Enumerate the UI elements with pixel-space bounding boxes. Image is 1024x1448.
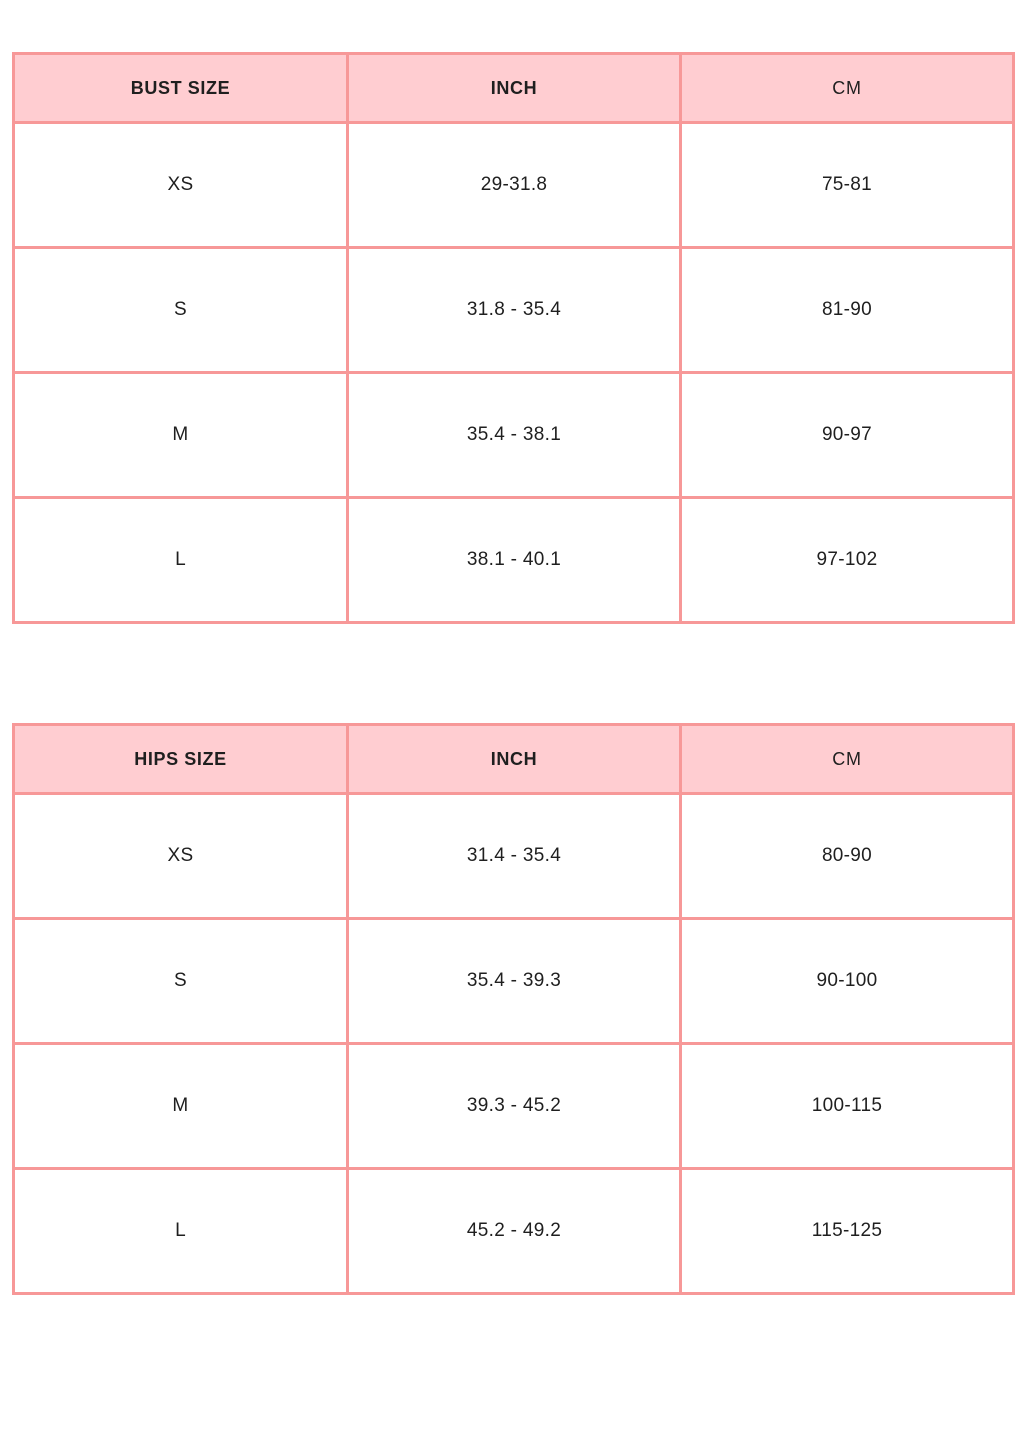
bust-header-row: BUST SIZE INCH CM: [12, 52, 1015, 124]
size-label: XS: [12, 792, 349, 920]
table-row: M 39.3 - 45.2 100-115: [12, 1042, 1015, 1170]
bust-size-table: BUST SIZE INCH CM XS 29-31.8 75-81 S 31.…: [12, 52, 1015, 624]
inch-value: 31.8 - 35.4: [346, 246, 682, 374]
cm-value: 90-100: [679, 917, 1015, 1045]
inch-value: 38.1 - 40.1: [346, 496, 682, 624]
size-label: M: [12, 371, 349, 499]
size-label: L: [12, 496, 349, 624]
hips-header-cm: CM: [679, 723, 1015, 795]
table-row: XS 29-31.8 75-81: [12, 121, 1015, 249]
inch-value: 45.2 - 49.2: [346, 1167, 682, 1295]
hips-header-row: HIPS SIZE INCH CM: [12, 723, 1015, 795]
cm-value: 90-97: [679, 371, 1015, 499]
cm-value: 81-90: [679, 246, 1015, 374]
size-label: M: [12, 1042, 349, 1170]
hips-header-inch: INCH: [346, 723, 682, 795]
size-label: S: [12, 917, 349, 1045]
cm-value: 97-102: [679, 496, 1015, 624]
table-row: S 35.4 - 39.3 90-100: [12, 917, 1015, 1045]
table-row: XS 31.4 - 35.4 80-90: [12, 792, 1015, 920]
bust-header-size: BUST SIZE: [12, 52, 349, 124]
cm-value: 100-115: [679, 1042, 1015, 1170]
size-label: L: [12, 1167, 349, 1295]
cm-value: 75-81: [679, 121, 1015, 249]
hips-size-table: HIPS SIZE INCH CM XS 31.4 - 35.4 80-90 S…: [12, 723, 1015, 1295]
table-row: S 31.8 - 35.4 81-90: [12, 246, 1015, 374]
inch-value: 31.4 - 35.4: [346, 792, 682, 920]
cm-value: 80-90: [679, 792, 1015, 920]
size-label: XS: [12, 121, 349, 249]
inch-value: 35.4 - 38.1: [346, 371, 682, 499]
size-label: S: [12, 246, 349, 374]
table-row: L 38.1 - 40.1 97-102: [12, 496, 1015, 624]
hips-header-size: HIPS SIZE: [12, 723, 349, 795]
cm-value: 115-125: [679, 1167, 1015, 1295]
table-row: L 45.2 - 49.2 115-125: [12, 1167, 1015, 1295]
bust-header-cm: CM: [679, 52, 1015, 124]
table-row: M 35.4 - 38.1 90-97: [12, 371, 1015, 499]
inch-value: 39.3 - 45.2: [346, 1042, 682, 1170]
inch-value: 35.4 - 39.3: [346, 917, 682, 1045]
bust-header-inch: INCH: [346, 52, 682, 124]
inch-value: 29-31.8: [346, 121, 682, 249]
